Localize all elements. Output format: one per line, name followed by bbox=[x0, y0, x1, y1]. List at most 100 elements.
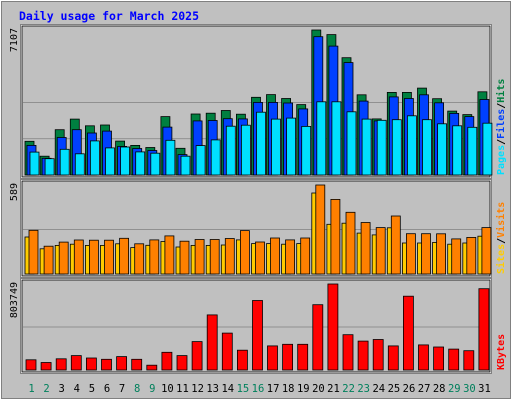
x-tick-label: 2 bbox=[43, 383, 49, 395]
bar-pages bbox=[437, 123, 448, 176]
bar-visits bbox=[89, 239, 99, 275]
bar-visits bbox=[421, 233, 431, 275]
bar-visits bbox=[466, 236, 477, 275]
x-tick-label: 5 bbox=[89, 383, 95, 395]
bar-visits bbox=[164, 235, 175, 275]
x-tick-label: 10 bbox=[161, 383, 174, 395]
bar-pages bbox=[105, 147, 115, 176]
bar-kbytes bbox=[161, 351, 173, 371]
bar-pages bbox=[210, 139, 221, 176]
bar-pages bbox=[120, 146, 130, 176]
bar-pages bbox=[452, 125, 463, 176]
panel-visits-sites: 589 Sites/Visits bbox=[9, 179, 507, 278]
x-tick-label: 28 bbox=[433, 383, 446, 395]
bar-kbytes bbox=[176, 355, 188, 371]
x-tick-label: 23 bbox=[357, 383, 370, 395]
bar-pages bbox=[346, 111, 357, 176]
bar-kbytes bbox=[387, 345, 399, 371]
x-tick-label: 27 bbox=[418, 383, 431, 395]
legend-visits: Visits bbox=[495, 202, 507, 238]
bar-pages bbox=[271, 118, 281, 176]
bar-kbytes bbox=[131, 358, 143, 371]
bar-kbytes bbox=[478, 288, 490, 371]
bar-visits bbox=[360, 222, 371, 275]
x-tick-label: 14 bbox=[221, 383, 234, 395]
legend-hits-files-pages: Pages/Files/Hits bbox=[495, 79, 507, 175]
bar-pages bbox=[150, 152, 161, 176]
panel-frame bbox=[20, 179, 492, 278]
bar-pages bbox=[44, 158, 55, 176]
bar-pages bbox=[256, 111, 266, 176]
bar-pages bbox=[74, 153, 85, 176]
x-tick-label: 25 bbox=[388, 383, 401, 395]
bar-kbytes bbox=[252, 300, 263, 371]
bar-pages bbox=[467, 126, 478, 176]
panel-frame-highlight bbox=[21, 25, 491, 178]
bar-kbytes bbox=[327, 283, 339, 371]
bar-visits bbox=[119, 237, 129, 275]
bar-kbytes bbox=[25, 359, 37, 371]
bar-kbytes bbox=[418, 344, 429, 371]
bar-pages bbox=[59, 148, 70, 176]
y-max-label: 589 bbox=[9, 183, 20, 201]
bar-kbytes bbox=[40, 362, 52, 371]
bar-pages bbox=[482, 122, 493, 176]
legend-hits: Hits bbox=[495, 79, 507, 103]
legend-files: Files bbox=[495, 109, 507, 139]
x-tick-label: 12 bbox=[191, 383, 204, 395]
bar-pages bbox=[90, 140, 100, 176]
bar-pages bbox=[301, 126, 312, 176]
bar-kbytes bbox=[297, 343, 309, 371]
panel-frame-highlight bbox=[21, 279, 491, 373]
bar-kbytes bbox=[206, 314, 218, 371]
bar-visits bbox=[255, 241, 265, 275]
x-tick-label: 8 bbox=[134, 383, 140, 395]
panel-frame bbox=[20, 278, 492, 374]
x-tick-label: 29 bbox=[448, 383, 461, 395]
bar-pages bbox=[240, 124, 251, 176]
x-tick-label: 1 bbox=[28, 383, 34, 395]
bar-visits bbox=[451, 238, 462, 275]
x-tick-label: 26 bbox=[403, 383, 416, 395]
panel-frame bbox=[20, 24, 492, 179]
bar-kbytes bbox=[101, 358, 112, 371]
bar-kbytes bbox=[70, 355, 82, 371]
bar-pages bbox=[376, 119, 387, 176]
bar-pages bbox=[422, 119, 432, 176]
bar-visits bbox=[390, 215, 401, 275]
bar-visits bbox=[405, 233, 416, 275]
bar-pages bbox=[331, 101, 342, 176]
bar-visits bbox=[149, 239, 160, 275]
bar-visits bbox=[436, 233, 447, 275]
bar-kbytes bbox=[402, 295, 414, 371]
x-tick-label: 21 bbox=[327, 383, 340, 395]
legend-separator: / bbox=[496, 238, 507, 244]
bar-kbytes bbox=[372, 339, 384, 371]
bar-kbytes bbox=[146, 364, 158, 371]
bar-visits bbox=[239, 230, 250, 275]
bar-kbytes bbox=[191, 341, 203, 371]
bar-pages bbox=[135, 151, 146, 176]
bar-kbytes bbox=[116, 356, 127, 371]
x-tick-label: 31 bbox=[478, 383, 491, 395]
x-tick-label: 22 bbox=[342, 383, 355, 395]
x-tick-label: 9 bbox=[149, 383, 155, 395]
bar-kbytes bbox=[236, 349, 248, 371]
bar-visits bbox=[345, 211, 356, 275]
bar-kbytes bbox=[357, 340, 369, 371]
legend-kbytes: KBytes bbox=[496, 334, 507, 370]
bar-pages bbox=[180, 155, 191, 176]
bar-visits bbox=[43, 245, 54, 275]
bar-pages bbox=[361, 118, 372, 176]
legend-separator: / bbox=[496, 139, 507, 145]
bar-kbytes bbox=[433, 346, 445, 371]
bar-visits bbox=[179, 240, 190, 275]
bar-kbytes bbox=[267, 345, 278, 371]
legend-pages: Pages bbox=[496, 145, 507, 175]
bar-pages bbox=[406, 115, 417, 176]
bar-pages bbox=[165, 139, 176, 176]
bar-kbytes bbox=[55, 358, 67, 371]
bar-kbytes bbox=[86, 357, 97, 371]
x-tick-label: 20 bbox=[312, 383, 325, 395]
